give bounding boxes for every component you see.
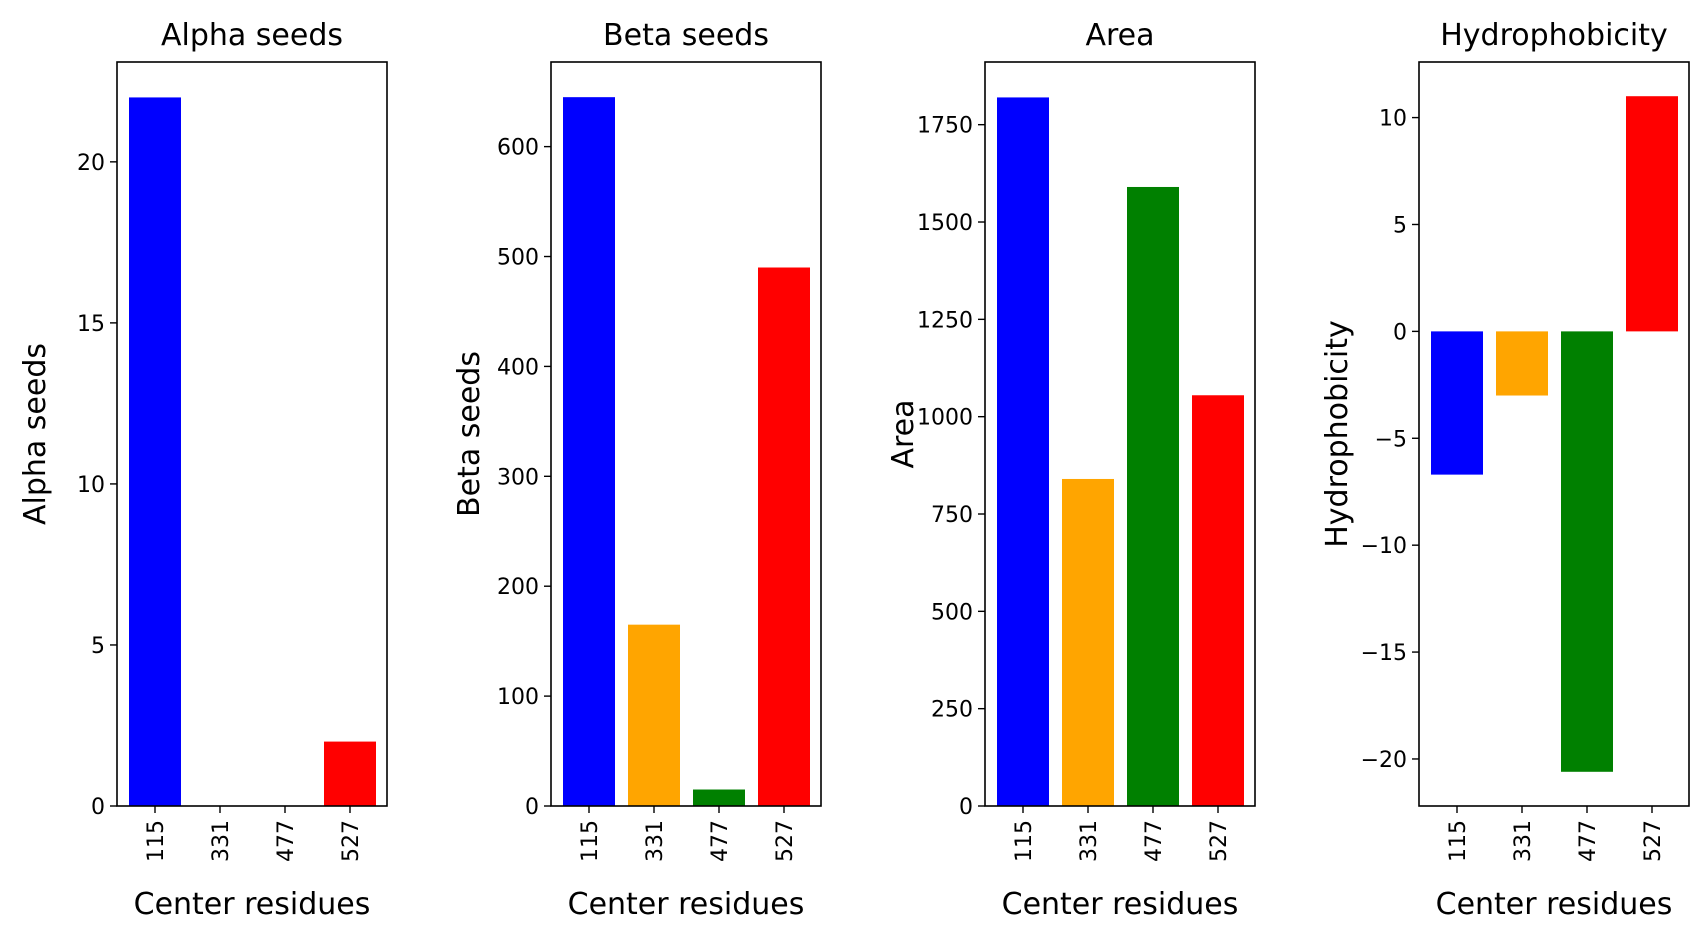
bar-331 xyxy=(1062,478,1114,806)
y-tick-label: 200 xyxy=(497,575,539,600)
y-tick-label: 10 xyxy=(1379,107,1407,132)
y-tick-label: 5 xyxy=(91,634,105,659)
bar-331 xyxy=(628,624,680,806)
x-tick-label: 331 xyxy=(209,820,234,862)
y-tick-label: 600 xyxy=(497,136,539,161)
panel-area: Area Area Center residues 115 331 477 527 0 2… xyxy=(886,18,1256,922)
y-tick-label: 15 xyxy=(77,312,105,337)
x-tick-label: 331 xyxy=(1077,820,1102,862)
y-tick-label: 500 xyxy=(931,600,973,625)
x-axis-label: Center residues xyxy=(134,887,371,922)
y-tick-label: 500 xyxy=(497,246,539,271)
x-tick-label: 477 xyxy=(708,820,733,862)
y-tick-label: 0 xyxy=(91,795,105,820)
bar-331 xyxy=(1496,331,1548,396)
x-tick-label: 477 xyxy=(1576,820,1601,862)
x-tick-label: 115 xyxy=(1012,820,1037,862)
panel-beta-seeds: Beta seeds Beta seeds Center residues 11… xyxy=(452,18,822,922)
panel-title: Hydrophobicity xyxy=(1440,18,1668,53)
bar-477 xyxy=(1561,331,1613,772)
x-tick-label: 331 xyxy=(1511,820,1536,862)
y-axis-label: Area xyxy=(886,399,921,468)
y-tick-label: 750 xyxy=(931,503,973,528)
x-tick-label: 527 xyxy=(773,820,798,862)
y-tick-label: 300 xyxy=(497,465,539,490)
bar-527 xyxy=(324,741,376,806)
y-tick-label: 10 xyxy=(77,473,105,498)
panel-hydrophobicity: Hydrophobicity Hydrophobicity Center res… xyxy=(1320,18,1690,922)
y-tick-label: 5 xyxy=(1393,213,1407,238)
x-tick-label: 527 xyxy=(1641,820,1666,862)
y-axis-label: Alpha seeds xyxy=(18,343,53,525)
y-axis-label: Beta seeds xyxy=(452,351,487,517)
plot-frame xyxy=(116,61,388,807)
y-tick-label: −20 xyxy=(1361,748,1407,773)
bar-477 xyxy=(1127,186,1179,806)
x-axis-label: Center residues xyxy=(1436,887,1673,922)
x-axis-label: Center residues xyxy=(568,887,805,922)
bar-115 xyxy=(563,97,615,806)
y-axis-label: Hydrophobicity xyxy=(1320,320,1355,548)
x-tick-label: 477 xyxy=(274,820,299,862)
bar-115 xyxy=(1431,331,1483,475)
x-tick-label: 527 xyxy=(339,820,364,862)
y-tick-label: 1250 xyxy=(917,308,973,333)
y-tick-label: 400 xyxy=(497,355,539,380)
y-tick-label: −10 xyxy=(1361,534,1407,559)
panel-title: Area xyxy=(1085,18,1154,53)
y-tick-label: 0 xyxy=(1393,320,1407,345)
panel-title: Alpha seeds xyxy=(161,18,343,53)
y-tick-label: 0 xyxy=(959,795,973,820)
x-tick-label: 115 xyxy=(578,820,603,862)
y-tick-label: 0 xyxy=(525,795,539,820)
bar-477 xyxy=(693,789,745,806)
bar-115 xyxy=(129,97,181,806)
y-tick-label: 100 xyxy=(497,685,539,710)
y-tick-label: 1500 xyxy=(917,211,973,236)
y-tick-label: −15 xyxy=(1361,641,1407,666)
x-tick-label: 527 xyxy=(1207,820,1232,862)
bar-527 xyxy=(758,267,810,806)
plot-frame xyxy=(984,61,1256,807)
y-tick-label: 20 xyxy=(77,151,105,176)
x-axis-label: Center residues xyxy=(1002,887,1239,922)
x-tick-label: 115 xyxy=(1446,820,1471,862)
panel-alpha-seeds: Alpha seeds Alpha seeds Center residues … xyxy=(18,18,388,922)
y-tick-label: 250 xyxy=(931,698,973,723)
x-tick-label: 115 xyxy=(144,820,169,862)
panel-title: Beta seeds xyxy=(603,18,769,53)
plot-frame xyxy=(1418,61,1690,807)
y-tick-label: 1750 xyxy=(917,114,973,139)
bar-527 xyxy=(1192,395,1244,806)
y-tick-label: 1000 xyxy=(917,406,973,431)
bar-527 xyxy=(1626,96,1678,332)
x-tick-label: 477 xyxy=(1142,820,1167,862)
bar-115 xyxy=(997,97,1049,806)
x-tick-label: 331 xyxy=(643,820,668,862)
plot-frame xyxy=(550,61,822,807)
y-tick-label: −5 xyxy=(1375,427,1407,452)
